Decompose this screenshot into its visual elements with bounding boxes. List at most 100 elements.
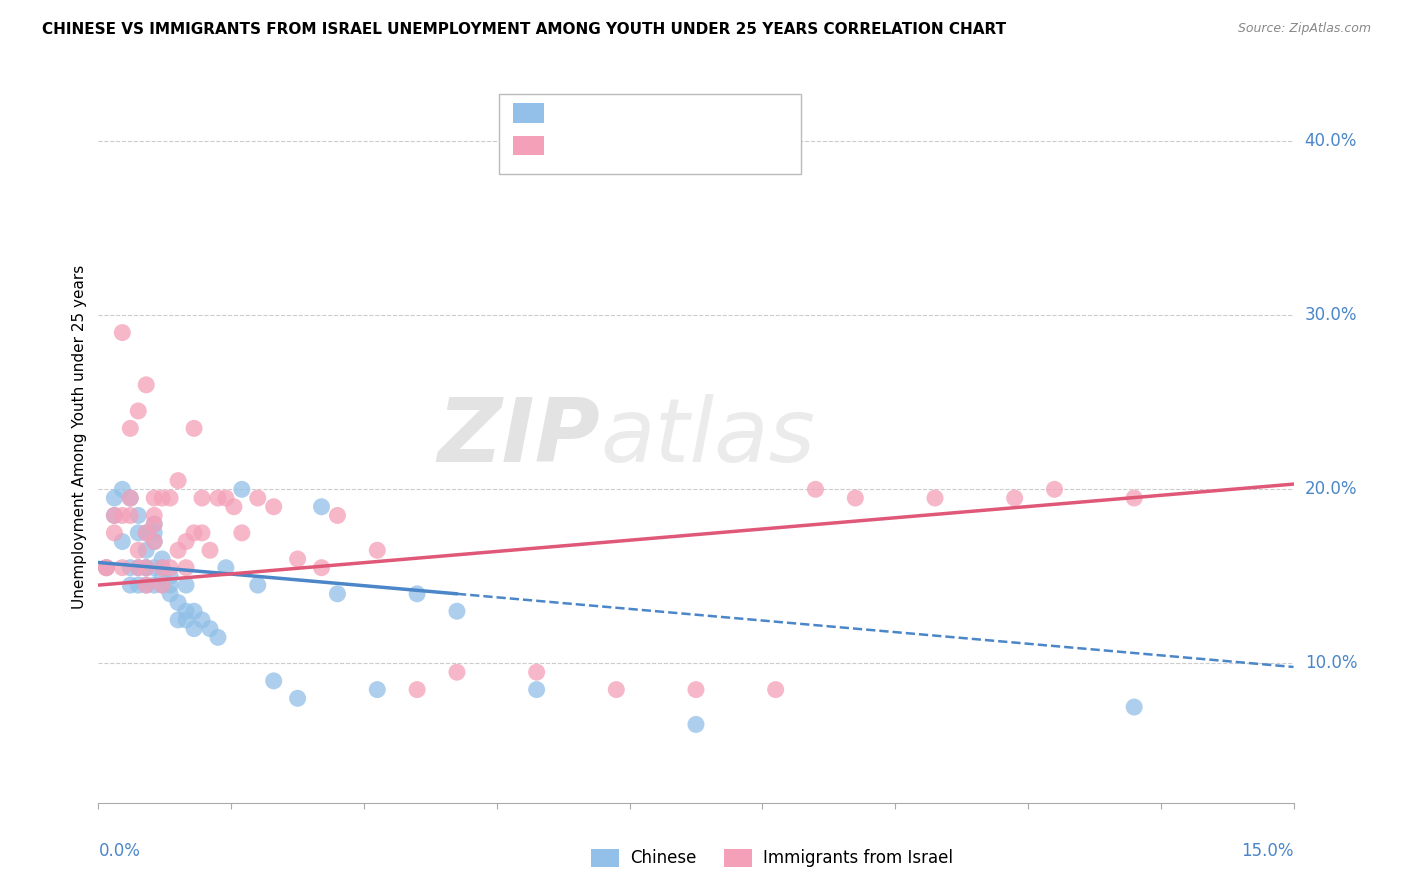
Text: -0.114: -0.114	[589, 104, 648, 122]
Point	[159, 569, 181, 583]
Y-axis label: Unemployment Among Youth under 25 years: Unemployment Among Youth under 25 years	[72, 265, 87, 609]
Point	[96, 560, 118, 574]
Text: 10.0%: 10.0%	[1305, 655, 1357, 673]
Point	[135, 525, 157, 540]
Point	[765, 682, 787, 697]
Point	[150, 578, 173, 592]
Point	[103, 508, 125, 523]
Text: 40.0%: 40.0%	[1305, 132, 1357, 150]
Point	[183, 622, 205, 636]
Point	[143, 508, 166, 523]
Point	[143, 525, 166, 540]
Point	[159, 560, 181, 574]
Text: R =: R =	[558, 136, 595, 154]
Text: Source: ZipAtlas.com: Source: ZipAtlas.com	[1237, 22, 1371, 36]
Point	[174, 534, 197, 549]
Point	[143, 534, 166, 549]
Point	[174, 604, 197, 618]
Point	[263, 673, 285, 688]
Point	[135, 377, 157, 392]
Point	[143, 560, 166, 574]
Text: ZIP: ZIP	[437, 393, 600, 481]
Point	[222, 500, 245, 514]
Point	[150, 560, 173, 574]
Point	[127, 404, 149, 418]
Point	[246, 491, 269, 505]
Text: 30.0%: 30.0%	[1305, 306, 1357, 324]
Point	[605, 682, 627, 697]
Point	[96, 560, 118, 574]
Point	[207, 631, 229, 645]
Point	[246, 578, 269, 592]
Point	[215, 491, 238, 505]
Point	[150, 491, 173, 505]
Point	[159, 491, 181, 505]
Text: 15.0%: 15.0%	[1241, 842, 1294, 860]
Point	[135, 560, 157, 574]
Point	[326, 508, 349, 523]
Point	[526, 665, 548, 680]
Point	[207, 491, 229, 505]
Point	[191, 613, 214, 627]
Point	[167, 613, 190, 627]
Point	[1004, 491, 1026, 505]
Point	[215, 560, 238, 574]
Point	[96, 560, 118, 574]
Point	[120, 491, 142, 505]
Point	[150, 578, 173, 592]
Point	[127, 525, 149, 540]
Point	[183, 604, 205, 618]
Text: N =: N =	[662, 136, 710, 154]
Point	[191, 491, 214, 505]
Point	[111, 560, 134, 574]
Point	[311, 500, 333, 514]
Point	[120, 578, 142, 592]
Point	[111, 534, 134, 549]
Point	[135, 525, 157, 540]
Point	[183, 525, 205, 540]
Point	[111, 483, 134, 497]
Point	[167, 474, 190, 488]
Text: 0.184: 0.184	[589, 136, 647, 154]
Point	[150, 552, 173, 566]
Text: R =: R =	[558, 104, 595, 122]
Point	[120, 421, 142, 435]
Point	[127, 560, 149, 574]
Point	[167, 595, 190, 609]
Point	[135, 560, 157, 574]
Point	[103, 508, 125, 523]
Point	[135, 578, 157, 592]
Text: 52: 52	[720, 104, 742, 122]
Point	[287, 691, 309, 706]
Text: Immigrants from Israel: Immigrants from Israel	[763, 849, 953, 867]
Point	[111, 326, 134, 340]
Point	[183, 421, 205, 435]
Point	[366, 543, 388, 558]
Point	[685, 717, 707, 731]
Point	[326, 587, 349, 601]
Point	[143, 491, 166, 505]
Point	[174, 613, 197, 627]
Point	[143, 517, 166, 532]
Point	[174, 560, 197, 574]
Point	[143, 534, 166, 549]
Point	[263, 500, 285, 514]
Point	[191, 525, 214, 540]
Point	[231, 525, 253, 540]
Point	[1123, 700, 1146, 714]
Point	[406, 587, 429, 601]
Point	[287, 552, 309, 566]
Point	[446, 665, 468, 680]
Point	[1123, 491, 1146, 505]
Text: 57: 57	[720, 136, 742, 154]
Point	[311, 560, 333, 574]
Point	[103, 491, 125, 505]
Point	[198, 543, 221, 558]
Point	[127, 508, 149, 523]
Text: CHINESE VS IMMIGRANTS FROM ISRAEL UNEMPLOYMENT AMONG YOUTH UNDER 25 YEARS CORREL: CHINESE VS IMMIGRANTS FROM ISRAEL UNEMPL…	[42, 22, 1007, 37]
Point	[526, 682, 548, 697]
Point	[1043, 483, 1066, 497]
Point	[685, 682, 707, 697]
Point	[143, 517, 166, 532]
Point	[446, 604, 468, 618]
